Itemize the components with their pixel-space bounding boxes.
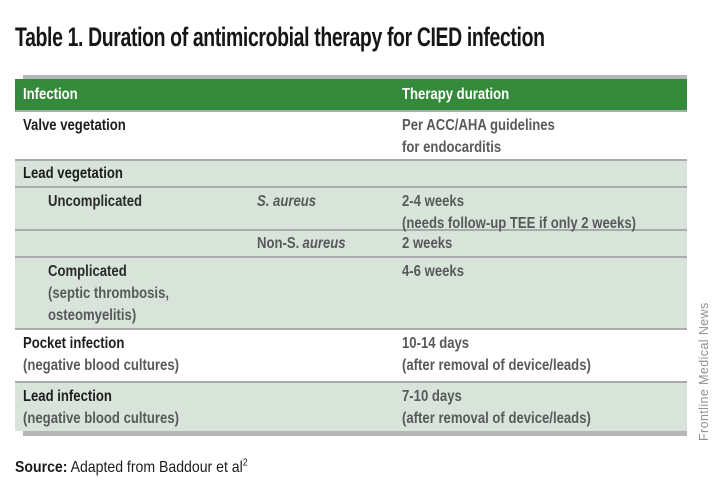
duration-cell: 2-4 weeks (needs follow-up TEE if only 2… — [402, 191, 687, 235]
table-row-non-s-aureus: Non-S. aureus 2 weeks — [15, 231, 687, 258]
table-row-uncomplicated-s-aureus: Uncomplicated S. aureus 2-4 weeks (needs… — [15, 188, 687, 232]
duration-note: (needs follow-up TEE if only 2 weeks) — [402, 215, 637, 232]
table-row-pocket-infection: Pocket infection (negative blood culture… — [15, 330, 687, 383]
infection-cell: Complicated (septic thrombosis, osteomye… — [23, 261, 257, 328]
publisher-credit: Frontline Medical News — [697, 302, 711, 441]
organism-cell — [257, 333, 402, 381]
duration-note: (after removal of device/leads) — [402, 410, 591, 427]
row-sublabel: (negative blood cultures) — [23, 357, 180, 374]
duration-text: 4-6 weeks — [402, 263, 464, 280]
organism-name: aureus — [302, 235, 346, 252]
infection-cell: Pocket infection (negative blood culture… — [23, 333, 257, 381]
row-label: Lead infection — [23, 388, 112, 405]
infection-cell: Valve vegetation — [23, 115, 257, 159]
duration-text: 10-14 days — [402, 335, 470, 352]
source-line: Source: Adapted from Baddour et al2 — [15, 457, 279, 477]
organism-cell: S. aureus — [257, 191, 402, 235]
duration-text: 2 weeks — [402, 235, 453, 252]
row-label: Lead vegetation — [23, 165, 123, 182]
organism-cell — [257, 163, 402, 186]
duration-cell: 4-6 weeks — [402, 261, 687, 328]
table-row-lead-infection: Lead infection (negative blood cultures)… — [15, 383, 687, 431]
organism-cell: Non-S. aureus — [257, 233, 402, 256]
organism-cell — [257, 115, 402, 159]
table-title: Table 1. Duration of antimicrobial thera… — [15, 22, 545, 52]
infection-cell — [23, 233, 257, 256]
row-label: Uncomplicated — [48, 193, 143, 210]
infection-cell: Uncomplicated — [23, 191, 257, 235]
row-sublabel: osteomyelitis) — [48, 307, 137, 324]
duration-cell — [402, 163, 687, 186]
duration-text: Per ACC/AHA guidelines — [402, 117, 555, 134]
column-header-infection: Infection — [23, 85, 78, 103]
row-label: Complicated — [48, 263, 127, 280]
table-row-valve-vegetation: Valve vegetation Per ACC/AHA guidelines … — [15, 112, 687, 161]
organism-name: S. aureus — [257, 193, 317, 210]
duration-cell: 10-14 days (after removal of device/lead… — [402, 333, 687, 381]
infection-cell: Lead infection (negative blood cultures) — [23, 386, 257, 431]
table-header-row: Infection Therapy duration — [15, 79, 687, 112]
duration-text: 2-4 weeks — [402, 193, 464, 210]
column-header-therapy-duration: Therapy duration — [402, 85, 510, 103]
table-top-rule — [23, 75, 687, 79]
duration-cell: 7-10 days (after removal of device/leads… — [402, 386, 687, 431]
source-reference-superscript: 2 — [242, 457, 248, 469]
infection-cell: Lead vegetation — [23, 163, 257, 186]
organism-name-prefix: Non-S. — [257, 235, 300, 252]
row-sublabel: (septic thrombosis, — [48, 285, 170, 302]
row-label: Valve vegetation — [23, 117, 126, 134]
source-label: Source: — [15, 459, 68, 476]
therapy-duration-table: Infection Therapy duration Valve vegetat… — [15, 75, 687, 436]
row-sublabel: (negative blood cultures) — [23, 410, 180, 427]
duration-text: 7-10 days — [402, 388, 462, 405]
row-label: Pocket infection — [23, 335, 125, 352]
table-row-complicated: Complicated (septic thrombosis, osteomye… — [15, 258, 687, 330]
source-text: Adapted from Baddour et al — [67, 459, 243, 476]
duration-cell: 2 weeks — [402, 233, 687, 256]
organism-cell — [257, 261, 402, 328]
table-row-lead-vegetation: Lead vegetation — [15, 161, 687, 188]
table-bottom-rule — [23, 431, 687, 436]
duration-text: for endocarditis — [402, 139, 502, 156]
duration-note: (after removal of device/leads) — [402, 357, 591, 374]
organism-cell — [257, 386, 402, 431]
duration-cell: Per ACC/AHA guidelines for endocarditis — [402, 115, 687, 159]
